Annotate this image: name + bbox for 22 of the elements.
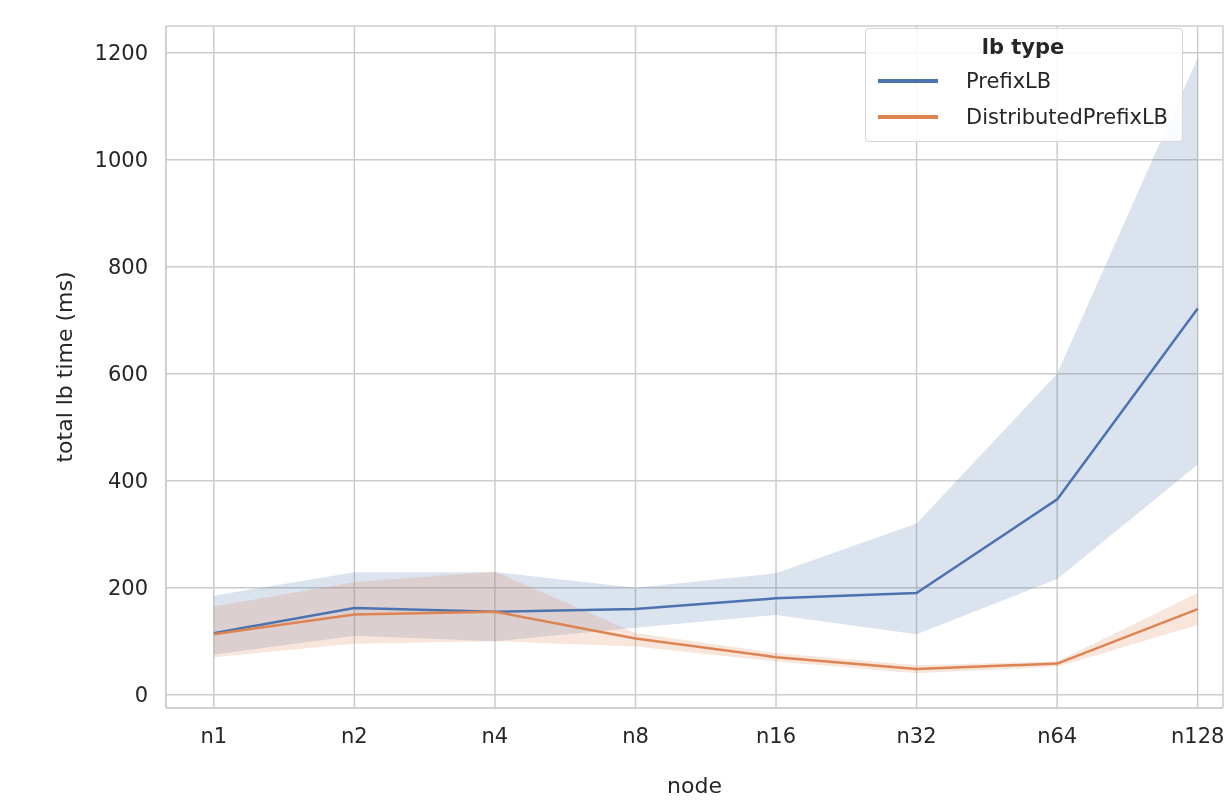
x-tick-label: n8 [622,723,649,748]
x-axis-title: node [667,773,722,798]
x-tick-label: n128 [1171,723,1225,748]
x-tick-label: n1 [200,723,228,748]
y-tick-label: 200 [107,576,148,601]
y-tick-label: 400 [107,469,148,494]
line-series [212,607,1199,671]
y-axis-title: total lb time (ms) [51,271,77,463]
y-tick-label: 1000 [94,148,148,173]
x-tick-label: n2 [341,723,368,748]
legend-title: lb type [980,35,1066,59]
legend-label: PrefixLB [966,68,1052,95]
x-tick-label: n16 [756,723,797,748]
y-tick-label: 800 [107,255,148,280]
legend-label: DistributedPrefixLB [966,104,1168,131]
x-tick-label: n4 [481,723,509,748]
y-tick-label: 0 [134,683,148,708]
x-tick-label: n64 [1037,723,1078,748]
y-tick-label: 1200 [94,41,148,66]
y-tick-label: 600 [107,362,148,387]
x-tick-label: n32 [896,723,937,748]
line-series [212,307,1199,635]
